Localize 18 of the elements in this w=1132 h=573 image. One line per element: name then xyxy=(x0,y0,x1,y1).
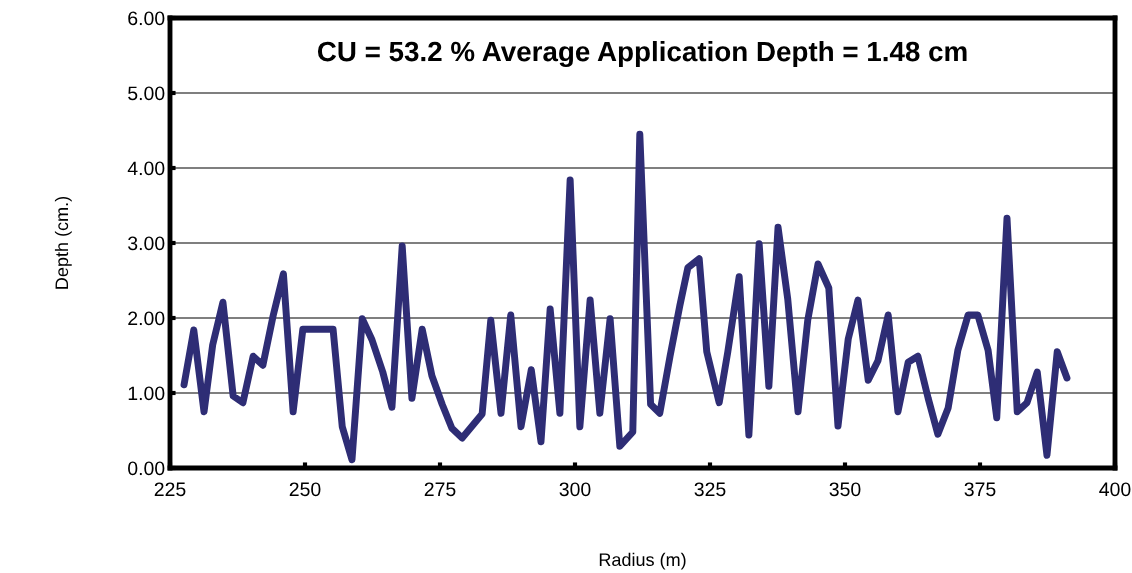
x-tick-label: 325 xyxy=(694,482,726,497)
y-axis-title: Depth (cm.) xyxy=(54,196,72,289)
y-tick-label: 0.00 xyxy=(128,461,165,476)
x-tick-label: 350 xyxy=(829,482,861,497)
y-tick-label: 5.00 xyxy=(128,86,165,101)
x-tick-label: 250 xyxy=(289,482,321,497)
y-tick-label: 2.00 xyxy=(128,311,165,326)
x-tick-label: 300 xyxy=(559,482,591,497)
x-tick-label: 400 xyxy=(1099,482,1131,497)
y-tick-label: 1.00 xyxy=(128,386,165,401)
text: CU = 53.2 % Average Application Depth = 1.48 cm xyxy=(317,40,967,68)
x-tick-label: 275 xyxy=(424,482,456,497)
x-tick-label: 375 xyxy=(964,482,996,497)
x-tick-label: 225 xyxy=(154,482,186,497)
y-tick-label: 3.00 xyxy=(128,236,165,251)
y-tick-label: 6.00 xyxy=(128,11,165,26)
x-axis-title: Radius (m) xyxy=(599,552,686,570)
y-tick-label: 4.00 xyxy=(127,161,165,176)
